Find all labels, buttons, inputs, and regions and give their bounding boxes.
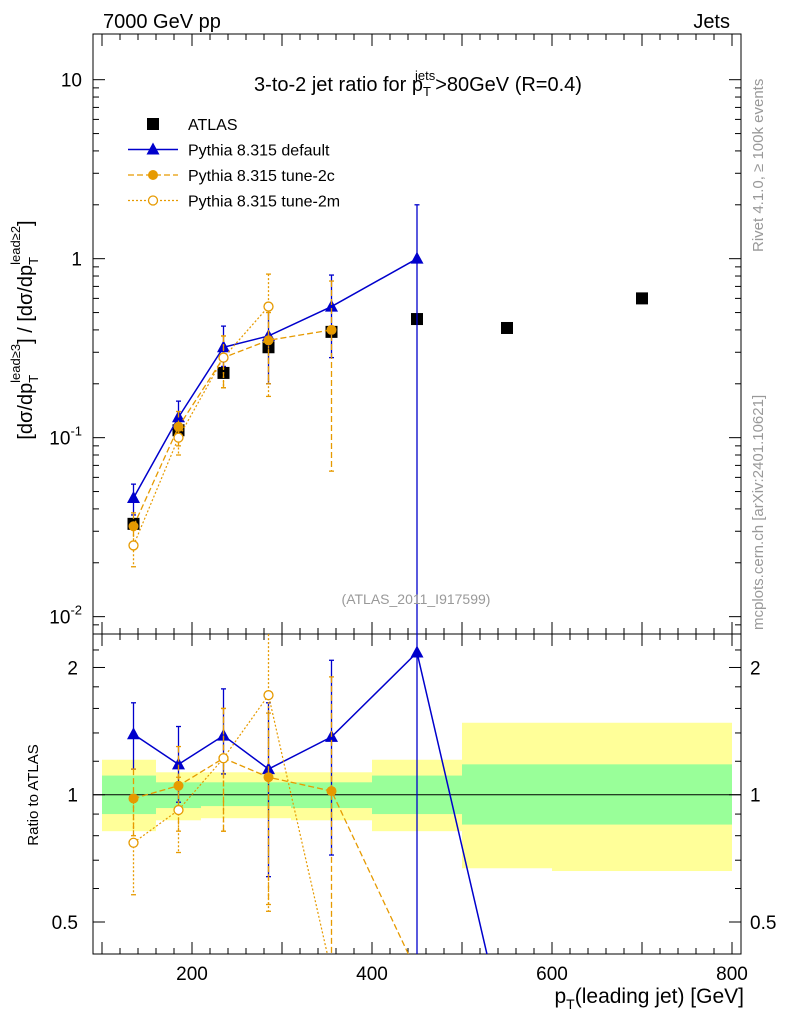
- legend-marker-0: [147, 118, 159, 130]
- x-axis-label: pT(leading jet) [GeV]: [554, 985, 744, 1012]
- top-y-tick-label: 10: [61, 71, 82, 92]
- data-point: [127, 727, 140, 740]
- legend-label-0: ATLAS: [188, 117, 238, 134]
- data-point: [326, 324, 337, 335]
- bottom-y-tick-label-right: 0.5: [750, 913, 776, 934]
- data-point: [173, 432, 184, 443]
- ratio-series: [127, 634, 488, 954]
- data-point: [410, 645, 424, 658]
- data-point: [263, 335, 274, 346]
- bottom-y-axis-label: Ratio to ATLAS: [25, 744, 42, 845]
- data-point: [127, 491, 140, 504]
- data-point: [263, 301, 274, 312]
- legend-label-3: Pythia 8.315 tune-2m: [188, 194, 340, 211]
- x-tick-label: 600: [536, 964, 568, 985]
- series-line-2: [133, 757, 410, 954]
- data-point: [128, 540, 139, 551]
- data-point: [636, 292, 648, 305]
- bottom-y-tick-label: 2: [67, 658, 78, 679]
- data-point: [326, 786, 337, 797]
- rivet-label: Rivet 4.1.0, ≥ 100k events: [750, 79, 767, 252]
- header-left: 7000 GeV pp: [103, 11, 221, 33]
- legend-marker-1: [146, 142, 160, 155]
- data-point: [410, 251, 424, 264]
- data-point: [263, 690, 274, 701]
- top-y-tick-label: 10-1: [49, 424, 82, 450]
- data-point: [218, 352, 229, 363]
- data-point: [263, 772, 274, 783]
- x-tick-label: 200: [176, 964, 208, 985]
- analysis-watermark: (ATLAS_2011_I917599): [342, 591, 491, 607]
- top-y-tick-label: 10-2: [49, 603, 82, 629]
- top-series: [127, 204, 648, 634]
- x-tick-label: 400: [356, 964, 388, 985]
- bottom-y-tick-label-right: 2: [750, 658, 761, 679]
- bottom-y-tick-label: 1: [67, 786, 78, 807]
- axis-tick-labels: 200 400 600 800 10-2 10-1 1 10 0.5 0.5 1 1 2 2: [49, 71, 776, 985]
- legend-marker-3: [147, 195, 159, 206]
- data-point: [501, 321, 513, 334]
- data-point: [217, 728, 230, 741]
- data-point: [172, 757, 185, 770]
- bottom-y-tick-label-right: 1: [750, 786, 761, 807]
- top-y-tick-label: 1: [71, 250, 82, 271]
- legend-label-2: Pythia 8.315 tune-2c: [188, 168, 335, 185]
- series-line-3: [132, 306, 269, 546]
- data-point: [173, 804, 184, 816]
- top-y-axis-label: [dσ/dpTlead≥3] / [dσ/dpTlead≥2]: [8, 220, 41, 439]
- legend-label-1: Pythia 8.315 default: [188, 143, 330, 160]
- x-tick-label: 800: [716, 964, 748, 985]
- data-point: [128, 837, 139, 848]
- header-right: Jets: [693, 11, 730, 33]
- data-point: [325, 299, 338, 312]
- top-chart-title: 3-to-2 jet ratio for pTjets>80GeV (R=0.4…: [254, 68, 582, 99]
- legend: ATLAS Pythia 8.315 default Pythia 8.315 tu…: [128, 117, 340, 211]
- mcplots-label: mcplots.cern.ch [arXiv:2401.10621]: [750, 395, 767, 630]
- data-point: [128, 793, 139, 804]
- bottom-y-tick-label: 0.5: [52, 913, 78, 934]
- data-point: [218, 753, 229, 764]
- svg-text:[dσ/dpTlead≥3] / [dσ/dpTlead≥2: [dσ/dpTlead≥3] / [dσ/dpTlead≥2]: [8, 220, 41, 439]
- data-point: [173, 421, 184, 432]
- series-line-3: [133, 693, 328, 954]
- series-line-2: [132, 329, 332, 527]
- legend-marker-2: [148, 170, 158, 180]
- series-line-1: [132, 258, 418, 499]
